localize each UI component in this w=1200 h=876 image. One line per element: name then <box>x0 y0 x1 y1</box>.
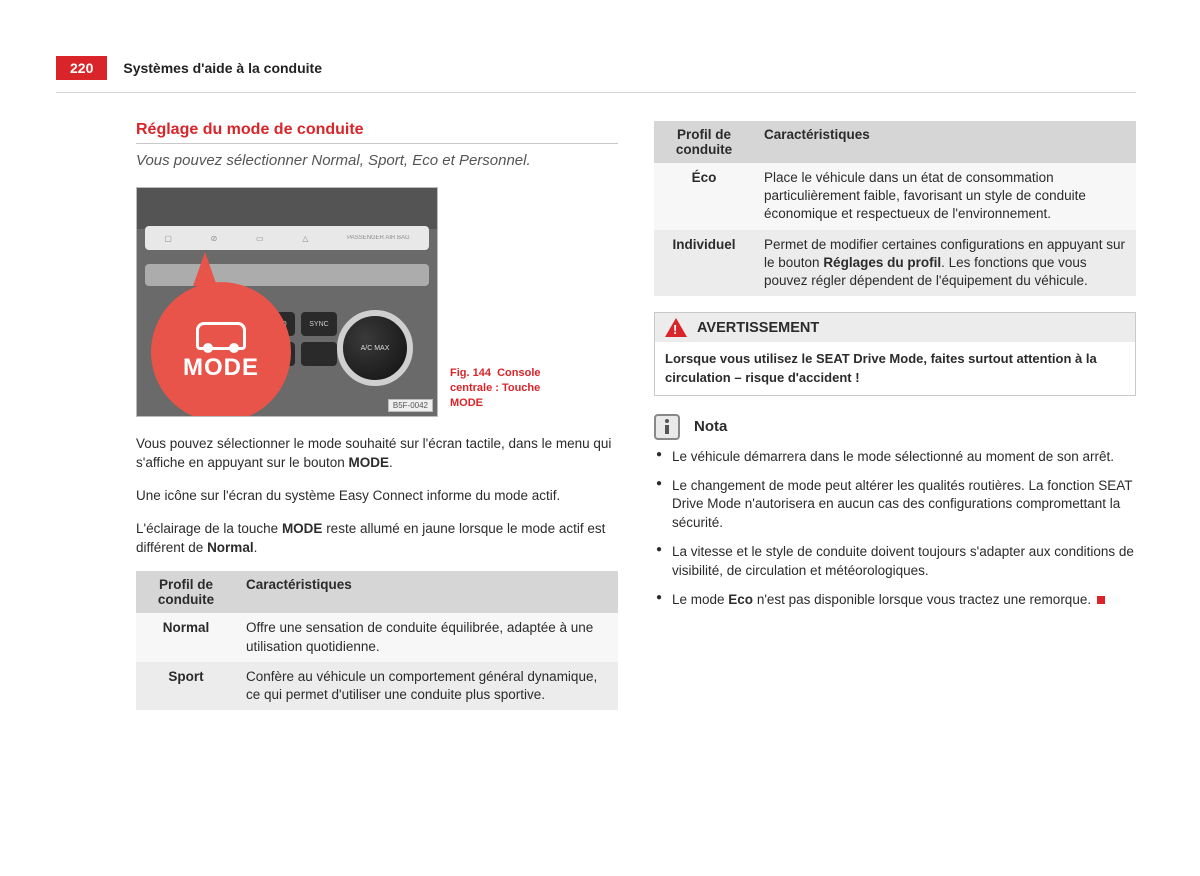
figure-caption: Fig. 144 Console centrale : Touche MODE <box>450 366 570 417</box>
warning-triangle-icon <box>665 318 687 337</box>
text: n'est pas disponible lorsque vous tracte… <box>753 592 1091 607</box>
passenger-airbag-label: PASSENGER AIR BAG <box>347 235 410 241</box>
nota-title: Nota <box>694 418 727 435</box>
header-rule <box>56 92 1136 93</box>
car-icon <box>196 322 246 350</box>
console-lower-strip <box>145 264 429 286</box>
cell-desc: Offre une sensation de conduite équilibr… <box>236 613 618 661</box>
profile-table-left: Profil deconduite Caractéristiques Norma… <box>136 571 618 710</box>
bold-eco: Eco <box>728 592 753 607</box>
right-knob <box>337 310 413 386</box>
page-number: 220 <box>56 56 107 80</box>
end-mark-icon <box>1097 596 1105 604</box>
list-item: Le véhicule démarrera dans le mode sélec… <box>654 448 1136 467</box>
text: L'éclairage de la touche <box>136 521 282 536</box>
paragraph-2: Une icône sur l'écran du système Easy Co… <box>136 487 618 506</box>
cell-desc: Place le véhicule dans un état de consom… <box>754 163 1136 230</box>
strip-icon: △ <box>302 234 308 243</box>
text: Le mode <box>672 592 728 607</box>
sub-heading: Réglage du mode de conduite <box>136 121 618 139</box>
cell-desc: Permet de modifier certaines configurati… <box>754 230 1136 297</box>
strip-icon: ▢ <box>164 234 172 243</box>
warning-title: AVERTISSEMENT <box>697 320 819 336</box>
profile-table-right: Profil deconduite Caractéristiques Éco P… <box>654 121 1136 296</box>
strip-icon: ⊘ <box>211 234 218 243</box>
th-profile: Profil deconduite <box>136 571 236 613</box>
bold-normal: Normal <box>207 540 254 555</box>
mode-bubble-text: MODE <box>183 354 259 382</box>
info-icon <box>654 414 680 440</box>
text: . <box>254 540 258 555</box>
bold-reglages: Réglages du profil <box>823 255 941 270</box>
caption-prefix: Fig. 144 <box>450 367 491 379</box>
warning-box: AVERTISSEMENT Lorsque vous utilisez le S… <box>654 312 1136 395</box>
list-item: Le changement de mode peut altérer les q… <box>654 477 1136 534</box>
notes-list: Le véhicule démarrera dans le mode sélec… <box>654 448 1136 610</box>
strip-icon: ▭ <box>256 234 264 243</box>
cell-profile: Sport <box>136 662 236 710</box>
table-row: Normal Offre une sensation de conduite é… <box>136 613 618 661</box>
warning-header: AVERTISSEMENT <box>655 313 1135 342</box>
table-row: Sport Confère au véhicule un comportemen… <box>136 662 618 710</box>
th-characteristics: Caractéristiques <box>754 121 1136 163</box>
cell-profile: Normal <box>136 613 236 661</box>
text: . <box>389 455 393 470</box>
th-profile: Profil deconduite <box>654 121 754 163</box>
list-item: Le mode Eco n'est pas disponible lorsque… <box>654 591 1136 610</box>
sync-button: SYNC <box>301 312 337 336</box>
th-characteristics: Caractéristiques <box>236 571 618 613</box>
list-item: La vitesse et le style de conduite doive… <box>654 543 1136 581</box>
bold-mode: MODE <box>282 521 323 536</box>
warning-body: Lorsque vous utilisez le SEAT Drive Mode… <box>655 342 1135 394</box>
paragraph-3: L'éclairage de la touche MODE reste allu… <box>136 520 618 558</box>
paragraph-1: Vous pouvez sélectionner le mode souhait… <box>136 435 618 473</box>
blank-button <box>301 342 337 366</box>
section-title: Systèmes d'aide à la conduite <box>107 56 338 80</box>
sub-rule <box>136 143 618 144</box>
image-code: B5F-0042 <box>388 399 433 412</box>
table-row: Individuel Permet de modifier certaines … <box>654 230 1136 297</box>
console-strip: ▢ ⊘ ▭ △ PASSENGER AIR BAG <box>145 226 429 250</box>
bold-mode: MODE <box>348 455 389 470</box>
cell-desc: Confère au véhicule un comportement géné… <box>236 662 618 710</box>
mode-bubble: MODE <box>151 282 291 417</box>
cell-profile: Individuel <box>654 230 754 297</box>
cell-profile: Éco <box>654 163 754 230</box>
table-row: Éco Place le véhicule dans un état de co… <box>654 163 1136 230</box>
lead-text: Vous pouvez sélectionner Normal, Sport, … <box>136 152 618 169</box>
figure-console: ⟲ A/C OFF ▢ ⊘ ▭ △ PASSENGER AIR BAG AUTO <box>136 187 438 417</box>
